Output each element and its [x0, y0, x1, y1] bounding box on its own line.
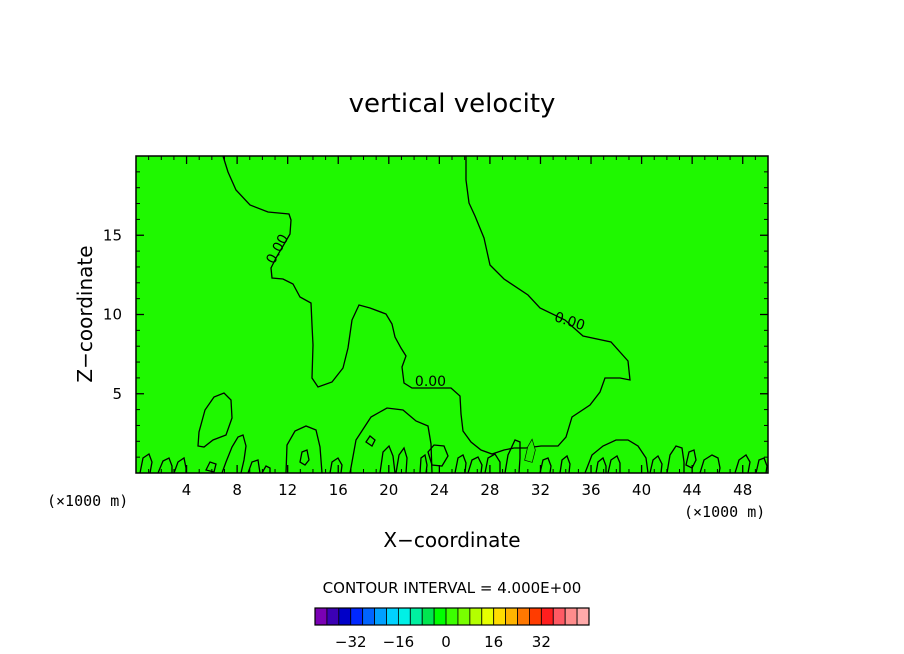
x-axis-label: X−coordinate — [383, 528, 520, 552]
colorbar-swatch — [409, 607, 423, 626]
x-tick-label: 24 — [430, 481, 449, 499]
colorbar-swatch — [374, 607, 387, 626]
colorbar-labels: −32 −16 0 16 32 — [335, 633, 551, 651]
y-tick-label: 15 — [103, 226, 122, 244]
colorbar-swatch — [493, 607, 507, 626]
positive-cell-fill — [525, 440, 535, 462]
colorbar-tick-label: 16 — [484, 633, 503, 651]
x-tick-label: 8 — [232, 481, 242, 499]
contour-zero-cell — [395, 446, 408, 474]
contour-zero-cell — [649, 454, 663, 474]
colorbar-tick-label: −32 — [335, 633, 367, 651]
colorbar-swatch — [517, 607, 530, 626]
contour-zero-cell — [427, 444, 449, 467]
colorbar-swatch — [338, 607, 352, 626]
colorbar-swatch — [552, 607, 566, 626]
colorbar-swatch — [540, 607, 554, 626]
x-tick-label: 48 — [733, 481, 752, 499]
contour-zero-cell — [365, 435, 376, 447]
contour-zero-cell — [329, 457, 343, 474]
colorbar-swatch — [326, 607, 340, 626]
contour-zero-cell — [559, 454, 571, 474]
contour-zero-cell — [205, 461, 217, 473]
contour-label: 0.00 — [415, 374, 446, 390]
x-unit-right: (×1000 m) — [684, 503, 765, 521]
contour-zero-cell — [139, 453, 153, 474]
contour-zero-cell — [504, 439, 521, 474]
x-tick-label: 28 — [480, 481, 499, 499]
colorbar-tick-label: 32 — [532, 633, 551, 651]
colorbar-swatch — [469, 607, 483, 626]
contour-zero-cell — [755, 457, 768, 474]
contour-zero-cell — [247, 459, 261, 474]
contour-zero-cell — [419, 453, 428, 474]
contour-lines — [139, 155, 768, 474]
contour-zero-cell — [197, 392, 233, 448]
contour-zero-cell — [299, 449, 310, 466]
colorbar-tick-label: 0 — [441, 633, 451, 651]
x-axis-ticks: 4 8 12 16 20 24 28 32 36 40 44 48 — [148, 156, 756, 499]
colorbar-frame — [314, 607, 590, 626]
colorbar-swatch — [529, 607, 542, 626]
contour-zero-cell — [349, 407, 433, 474]
colorbar-swatch — [314, 607, 328, 626]
chart-title: vertical velocity — [349, 89, 556, 119]
x-tick-label: 40 — [632, 481, 651, 499]
contour-zero-cell — [379, 444, 396, 474]
x-tick-label: 12 — [278, 481, 297, 499]
contour-zero-cell — [734, 454, 751, 474]
colorbar-swatch — [350, 607, 364, 626]
colorbar-swatch — [481, 607, 495, 626]
y-axis-ticks: 5 10 15 — [103, 171, 768, 458]
colorbar-swatch — [386, 607, 399, 626]
contour-zero-cell — [699, 454, 721, 474]
x-unit-left: (×1000 m) — [47, 492, 128, 510]
contour-zero-cell — [539, 457, 552, 474]
x-tick-label: 16 — [329, 481, 348, 499]
colorbar-swatch — [457, 607, 471, 626]
colorbar-swatch — [421, 607, 435, 626]
contour-zero-cell — [467, 456, 483, 474]
contour-zero-cell — [261, 465, 271, 474]
contour-zero-cell — [666, 445, 685, 474]
colorbar-swatch — [433, 607, 447, 626]
colorbar-swatch — [564, 607, 578, 626]
y-tick-label: 5 — [112, 385, 122, 403]
contour-zero-cell — [595, 456, 607, 474]
contour-zero-cell — [584, 439, 649, 474]
colorbar-swatch — [576, 607, 590, 626]
colorbar-tick-label: −16 — [383, 633, 415, 651]
colorbar — [314, 607, 590, 626]
x-tick-label: 36 — [581, 481, 600, 499]
x-tick-label: 32 — [531, 481, 550, 499]
y-tick-label: 10 — [103, 306, 122, 324]
colorbar-swatch — [397, 607, 411, 626]
contour-zero-cell — [484, 453, 501, 474]
colorbar-swatch — [505, 607, 518, 626]
contour-zero-cell — [454, 454, 467, 474]
contour-zero-main — [222, 155, 631, 455]
contour-zero-cell — [685, 449, 697, 469]
contour-zero-cell — [221, 434, 247, 474]
contour-zero-cell — [157, 457, 173, 474]
y-axis-label: Z−coordinate — [73, 245, 97, 382]
contour-zero-cell — [285, 425, 323, 474]
colorbar-swatch — [445, 607, 459, 626]
contour-zero-cell — [607, 455, 621, 474]
x-tick-label: 44 — [683, 481, 702, 499]
plot-area — [136, 156, 768, 473]
x-tick-label: 4 — [182, 481, 192, 499]
contour-interval-text: CONTOUR INTERVAL = 4.000E+00 — [323, 579, 582, 597]
x-tick-label: 20 — [379, 481, 398, 499]
colorbar-swatch — [362, 607, 375, 626]
